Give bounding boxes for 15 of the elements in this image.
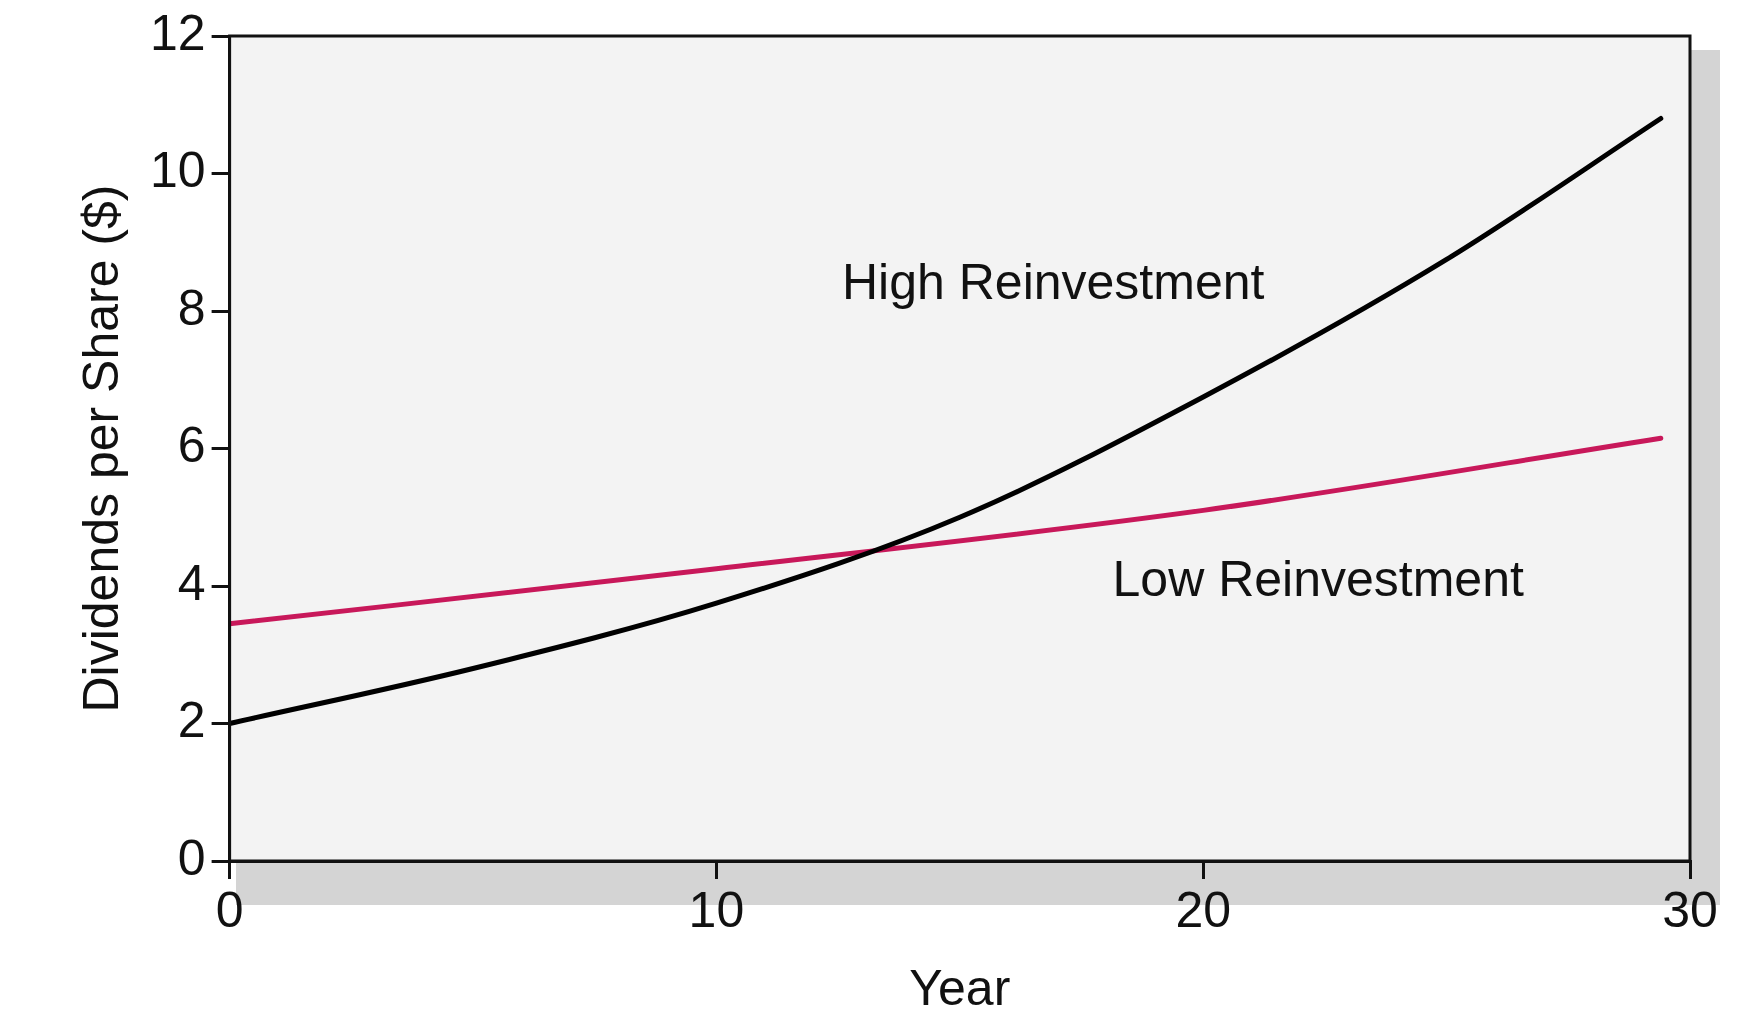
series-label: Low Reinvestment — [1112, 551, 1524, 608]
y-tick-label: 2 — [177, 692, 206, 749]
x-tick-label: 0 — [215, 881, 244, 938]
x-axis-title: Year — [909, 959, 1011, 1016]
series-label: High Reinvestment — [841, 253, 1265, 310]
y-tick-label: 4 — [177, 554, 206, 611]
x-tick-label: 10 — [688, 881, 745, 938]
y-tick-label: 10 — [149, 142, 206, 199]
y-tick-label: 12 — [149, 4, 206, 61]
y-tick-label: 8 — [177, 279, 206, 336]
x-tick-label: 30 — [1662, 881, 1718, 938]
y-tick-label: 0 — [177, 829, 206, 886]
y-tick-label: 6 — [177, 417, 206, 474]
x-tick-label: 20 — [1175, 881, 1232, 938]
y-axis-title: Dividends per Share ($) — [72, 184, 129, 713]
